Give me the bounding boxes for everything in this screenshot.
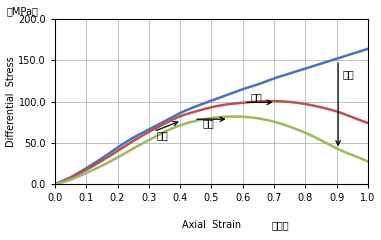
Text: 発散: 発散 bbox=[250, 92, 262, 102]
Text: 時間: 時間 bbox=[343, 69, 355, 79]
Y-axis label: Differential  Stress: Differential Stress bbox=[6, 56, 16, 147]
Text: 安定: 安定 bbox=[157, 131, 168, 141]
Text: 発散: 発散 bbox=[202, 118, 214, 128]
Text: （％）: （％） bbox=[271, 220, 289, 230]
Text: （MPa）: （MPa） bbox=[6, 6, 38, 16]
Text: Axial  Strain: Axial Strain bbox=[182, 220, 241, 230]
